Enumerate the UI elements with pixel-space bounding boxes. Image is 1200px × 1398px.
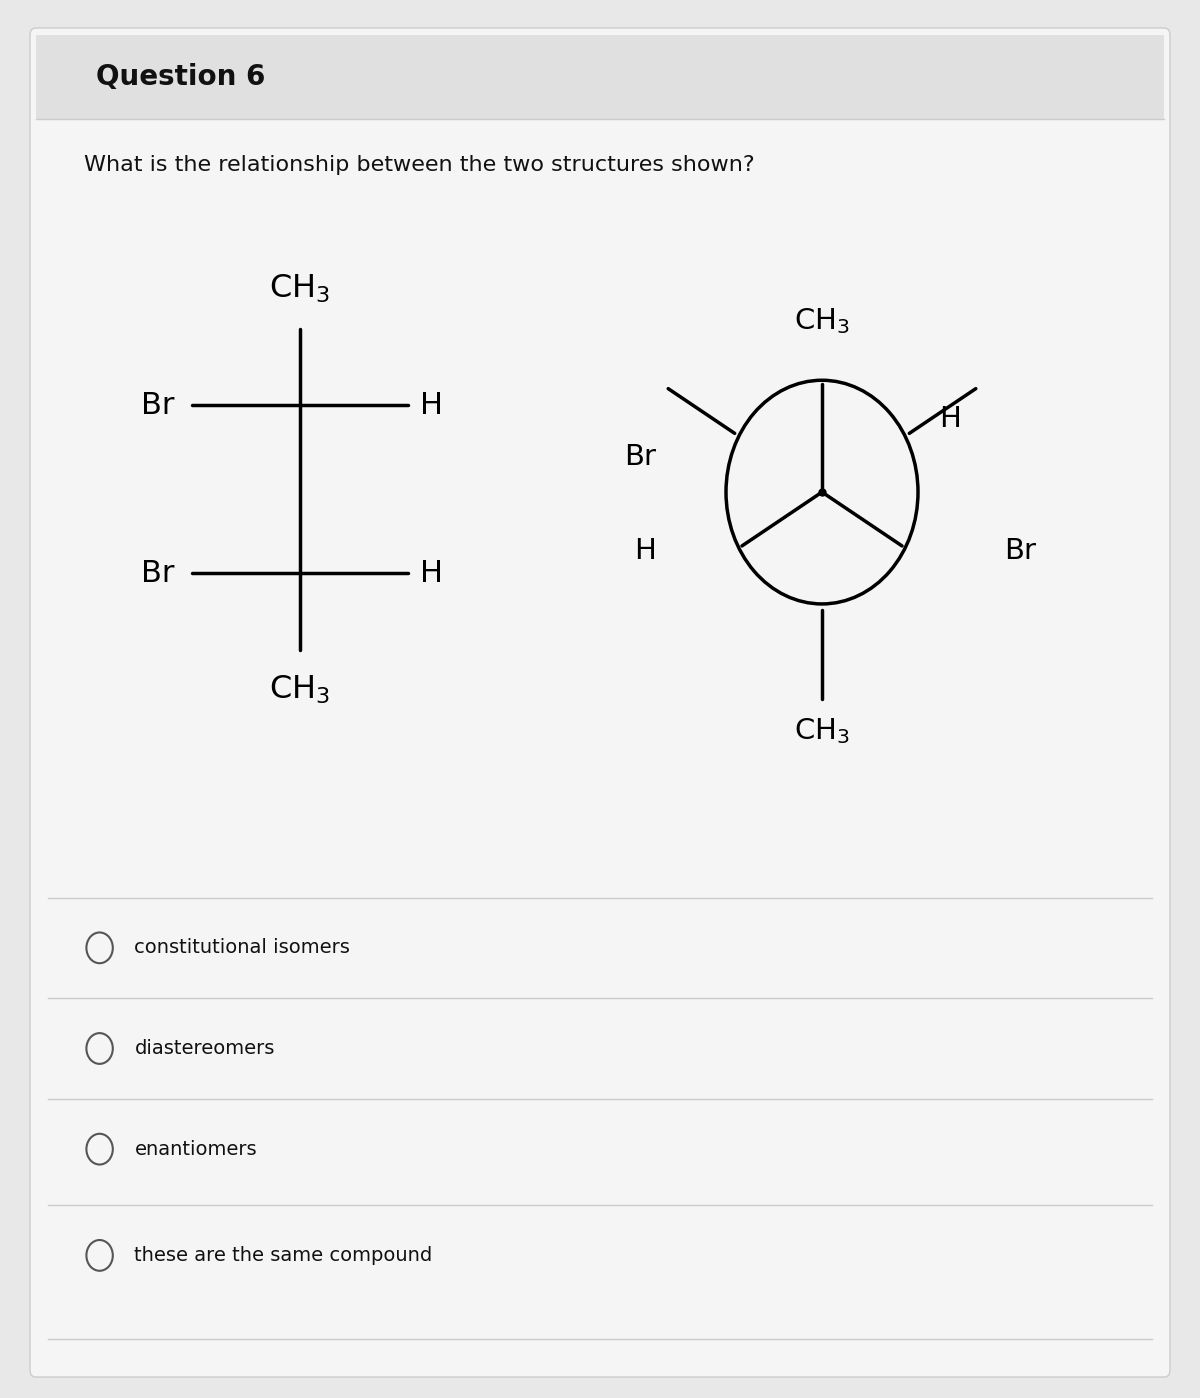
Text: Br: Br bbox=[140, 391, 174, 419]
Text: $\mathregular{CH_3}$: $\mathregular{CH_3}$ bbox=[794, 716, 850, 745]
Text: $\mathregular{CH_3}$: $\mathregular{CH_3}$ bbox=[270, 273, 330, 305]
Text: $\mathregular{CH_3}$: $\mathregular{CH_3}$ bbox=[270, 674, 330, 706]
Text: What is the relationship between the two structures shown?: What is the relationship between the two… bbox=[84, 155, 755, 175]
Text: constitutional isomers: constitutional isomers bbox=[134, 938, 350, 958]
Text: Question 6: Question 6 bbox=[96, 63, 265, 91]
Text: H: H bbox=[635, 537, 656, 565]
Text: these are the same compound: these are the same compound bbox=[134, 1246, 433, 1265]
Text: enantiomers: enantiomers bbox=[134, 1139, 257, 1159]
Text: Br: Br bbox=[1004, 537, 1037, 565]
Text: H: H bbox=[420, 391, 443, 419]
Bar bbox=[36, 35, 1164, 119]
Text: Br: Br bbox=[140, 559, 174, 587]
Text: $\mathregular{CH_3}$: $\mathregular{CH_3}$ bbox=[794, 306, 850, 336]
Text: diastereomers: diastereomers bbox=[134, 1039, 275, 1058]
Text: H: H bbox=[420, 559, 443, 587]
Text: Br: Br bbox=[624, 443, 656, 471]
Text: H: H bbox=[940, 405, 961, 433]
FancyBboxPatch shape bbox=[30, 28, 1170, 1377]
